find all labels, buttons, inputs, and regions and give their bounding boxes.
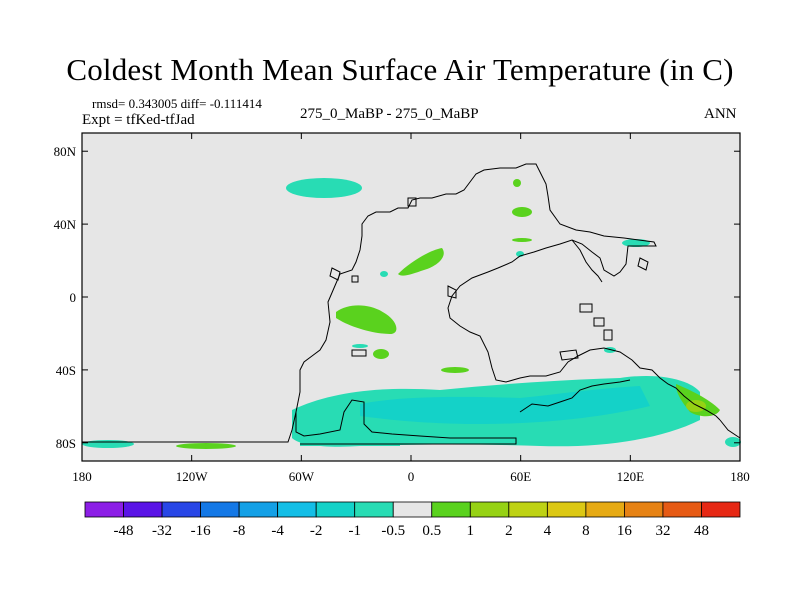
colorbar-swatch <box>123 501 163 518</box>
x-tick-label: 120W <box>176 469 209 484</box>
anomaly-patch <box>512 207 532 217</box>
coastline-outline <box>579 303 593 313</box>
coastline-outline <box>637 257 649 271</box>
anomaly-patch <box>82 440 134 448</box>
center-label: 275_0_MaBP - 275_0_MaBP <box>300 106 479 122</box>
anomaly-patch <box>441 367 469 373</box>
colorbar-label: -2 <box>310 523 323 539</box>
coastline-outline <box>603 329 613 341</box>
colorbar-label: 8 <box>582 523 590 539</box>
colorbar-label: 2 <box>505 523 513 539</box>
coastline-outline <box>559 349 579 361</box>
colorbar-label: 1 <box>467 523 475 539</box>
colorbar-swatch <box>624 501 664 518</box>
colorbar-swatch <box>546 501 587 518</box>
coastline-outline <box>571 239 603 283</box>
map-title: Coldest Month Mean Surface Air Temperatu… <box>66 52 734 87</box>
anomaly-patch <box>686 400 706 412</box>
x-axis: 180 120W 60W 0 60E 120E 180 <box>72 133 750 484</box>
x-tick-label: 60E <box>510 469 531 484</box>
colorbar-swatch <box>200 501 240 518</box>
anomaly-patch <box>176 443 236 449</box>
colorbar-label: -1 <box>348 523 361 539</box>
coastline-outline <box>351 275 359 283</box>
anomaly-field-positive-strong <box>686 400 706 412</box>
coastline-outline <box>593 317 605 327</box>
colorbar-swatch <box>277 501 317 518</box>
colorbar-swatch <box>238 501 279 518</box>
y-tick-label: 40S <box>56 363 76 378</box>
anomaly-patch <box>512 238 532 242</box>
y-tick-label: 0 <box>70 290 77 305</box>
colorbar-label: -0.5 <box>381 523 405 539</box>
anomaly-field-negative-core <box>360 386 650 424</box>
colorbar-label: -8 <box>233 523 246 539</box>
colorbar-label: 48 <box>694 523 709 539</box>
coastline-outline <box>329 267 341 281</box>
colorbar-label: 0.5 <box>422 523 441 539</box>
y-tick-label: 40N <box>54 217 77 232</box>
colorbar-label: -16 <box>191 523 211 539</box>
colorbar: -48 -32 -16 -8 -4 -2 -1 -0.5 0.5 1 2 4 8 16 32 48 <box>84 501 741 539</box>
anomaly-patch <box>380 271 388 277</box>
anomaly-patch <box>286 178 362 198</box>
y-axis: 80N 40N 0 40S 80S <box>54 144 740 451</box>
anomaly-patch <box>352 344 368 348</box>
coastline-outline <box>519 379 631 413</box>
x-tick-label: 180 <box>72 469 92 484</box>
y-tick-label: 80N <box>54 144 77 159</box>
colorbar-label: 32 <box>655 523 670 539</box>
x-tick-label: 180 <box>730 469 750 484</box>
coastline-outline <box>407 197 417 207</box>
colorbar-label: -48 <box>114 523 134 539</box>
experiment-line: Expt = tfKed-tfJad <box>82 112 195 128</box>
anomaly-patch <box>725 437 741 447</box>
colorbar-swatch <box>354 501 394 518</box>
colorbar-swatch <box>469 501 510 518</box>
colorbar-swatch <box>585 501 625 518</box>
colorbar-swatch <box>662 501 702 518</box>
colorbar-swatch <box>431 501 471 518</box>
coastline-outline <box>82 163 721 443</box>
coastline-outline <box>351 349 367 357</box>
coastlines <box>82 163 741 445</box>
x-tick-label: 120E <box>617 469 645 484</box>
colorbar-swatch <box>84 501 124 518</box>
x-tick-label: 60W <box>289 469 315 484</box>
y-tick-label: 80S <box>56 436 76 451</box>
coastline-outline <box>447 285 457 299</box>
anomaly-patch <box>360 386 650 424</box>
colorbar-swatch <box>392 501 433 518</box>
colorbar-label: 16 <box>617 523 633 539</box>
colorbar-swatch <box>508 501 548 518</box>
coastline-outline <box>295 399 517 445</box>
colorbar-label: -32 <box>152 523 172 539</box>
colorbar-label: -4 <box>271 523 284 539</box>
coastline-outline <box>719 419 741 439</box>
anomaly-patch <box>300 426 400 446</box>
stats-line: rmsd= 0.343005 diff= -0.111414 <box>92 96 262 111</box>
anomaly-patch <box>373 349 389 359</box>
anomaly-patch <box>398 248 444 276</box>
period-label: ANN <box>704 106 737 122</box>
colorbar-label: 4 <box>544 523 552 539</box>
anomaly-patch <box>513 179 521 187</box>
colorbar-swatch <box>161 501 201 518</box>
colorbar-swatch <box>315 501 356 518</box>
x-tick-label: 0 <box>408 469 415 484</box>
anomaly-patch <box>336 305 397 334</box>
colorbar-swatch <box>701 501 741 518</box>
